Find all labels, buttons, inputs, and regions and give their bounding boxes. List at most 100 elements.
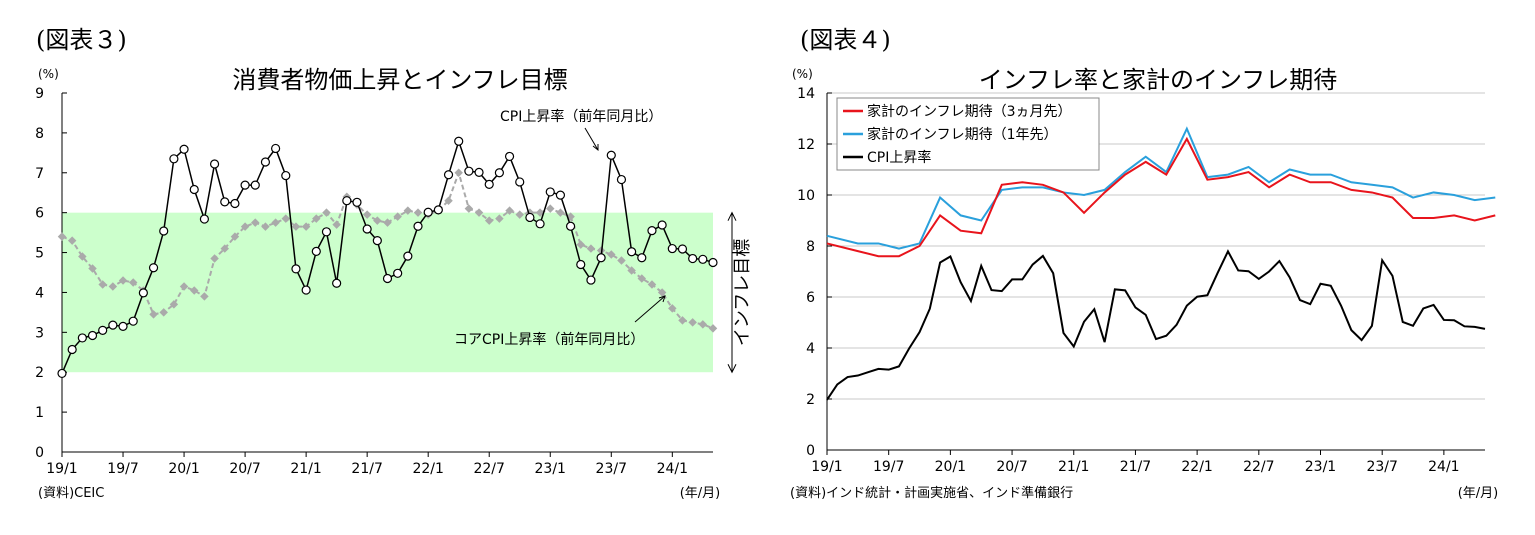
x-tick-label: 21/7 (1120, 459, 1151, 475)
x-tick-label: 21/1 (290, 461, 321, 477)
cpi-point (199, 214, 210, 224)
core-cpi-point (474, 208, 484, 217)
core-cpi-point (169, 300, 179, 309)
cpi-point (413, 221, 423, 231)
cpi-point (138, 288, 148, 298)
core-cpi-point (484, 216, 494, 225)
cpi-point (220, 197, 230, 207)
target-bracket-arrow-up (727, 211, 737, 221)
series-cpi-line (826, 249, 1486, 401)
cpi-point (209, 159, 220, 169)
cpi-point (616, 174, 627, 185)
core-cpi-point (291, 222, 301, 231)
annotation-cpi-arrowhead (592, 144, 599, 152)
core-cpi-point (698, 320, 708, 329)
core-cpi-point (617, 256, 626, 265)
cpi-point (87, 330, 98, 341)
legend-label: CPI上昇率 (867, 149, 931, 166)
y-tick-label: 8 (806, 239, 815, 255)
core-cpi-point (261, 222, 270, 231)
core-cpi-point (108, 282, 118, 291)
figure-3-label: (図表３) (36, 26, 127, 54)
annotation-cpi-arrow (584, 127, 599, 151)
core-cpi-point (657, 288, 667, 297)
cpi-point (433, 205, 443, 215)
core-cpi-point (647, 280, 657, 289)
y-tick-label: 14 (797, 86, 815, 102)
core-cpi-point (159, 308, 168, 317)
x-tick-label: 20/7 (229, 461, 260, 477)
cpi-point (565, 221, 576, 231)
core-cpi-point (688, 318, 697, 327)
cpi-point (454, 136, 464, 146)
y-tick-label: 0 (806, 443, 815, 459)
core-cpi-point (505, 206, 514, 215)
legend-label: 家計のインフレ期待（1年先） (867, 126, 1058, 143)
cpi-point (77, 333, 87, 343)
cpi-point (677, 244, 688, 254)
x-tick-label: 19/1 (811, 459, 842, 475)
cpi-point (250, 180, 260, 190)
y-tick-label: 6 (806, 290, 815, 306)
y-tick-label: 12 (797, 137, 815, 153)
y-tick-label: 10 (797, 188, 815, 204)
core-cpi-point (678, 316, 687, 325)
series-expect-3m-line (826, 136, 1496, 258)
cpi-point (708, 257, 718, 268)
core-cpi-point (668, 304, 677, 313)
legend-label: 家計のインフレ期待（3ヵ月先） (867, 103, 1072, 120)
core-cpi-point (383, 218, 392, 227)
y-tick-label: 3 (35, 325, 44, 341)
x-tick-label: 22/7 (1243, 459, 1274, 475)
cpi-point (484, 179, 494, 189)
y-tick-label: 5 (35, 246, 44, 262)
x-tick-label: 19/7 (873, 459, 904, 475)
annotation-cpi: CPI上昇率（前年同月比） (500, 108, 662, 125)
cpi-point (606, 150, 616, 160)
y-axis-unit: (%) (38, 67, 59, 81)
cpi-point (647, 226, 657, 236)
cpi-point (291, 264, 301, 274)
target-bracket-arrow-down (727, 363, 737, 374)
chart-cpi-target: 消費者物価上昇とインフレ目標 (%) 0 1 2 3 4 5 6 7 8 9 19/1 19/7 20/1 2… (35, 66, 753, 501)
core-cpi-point (128, 278, 138, 287)
y-tick-label: 4 (806, 341, 815, 357)
x-tick-label: 24/1 (657, 461, 688, 477)
figure-4-label: (図表４) (800, 26, 891, 54)
cpi-point (352, 197, 362, 207)
cpi-point (372, 235, 382, 246)
cpi-point (301, 285, 311, 295)
x-tick-label: 21/7 (351, 461, 382, 477)
cpi-point (535, 219, 545, 229)
cpi-point (148, 263, 159, 273)
x-tick-label: 21/1 (1058, 459, 1089, 475)
cpi-point (627, 247, 637, 257)
source-note: (資料)インド統計・計画実施省、インド準備銀行 (790, 485, 1073, 501)
core-cpi-point (200, 292, 209, 301)
x-tick-label: 19/1 (46, 461, 77, 477)
core-cpi-point (708, 324, 718, 333)
cpi-point (57, 368, 67, 379)
core-cpi-point (179, 282, 189, 291)
core-cpi-point (332, 220, 341, 229)
target-band (62, 212, 713, 373)
core-cpi-point (322, 208, 331, 217)
y-tick-label: 7 (35, 166, 44, 182)
x-tick-label: 19/7 (107, 461, 138, 477)
annotation-core-arrow (634, 295, 666, 323)
annotation-core-arrowhead (658, 295, 666, 303)
x-tick-label: 23/1 (535, 461, 566, 477)
cpi-point (586, 275, 596, 285)
y-tick-label: 9 (35, 86, 44, 102)
core-cpi-point (98, 280, 107, 289)
y-tick-label: 2 (806, 392, 815, 408)
cpi-point (362, 224, 372, 234)
core-cpi-point (281, 214, 291, 223)
legend-box (836, 97, 1100, 171)
y-tick-label: 4 (35, 285, 44, 301)
cpi-point (159, 226, 169, 236)
cpi-point (128, 316, 138, 326)
cpi-point (118, 321, 128, 331)
core-cpi-point (312, 214, 321, 223)
core-cpi-point (189, 286, 199, 295)
